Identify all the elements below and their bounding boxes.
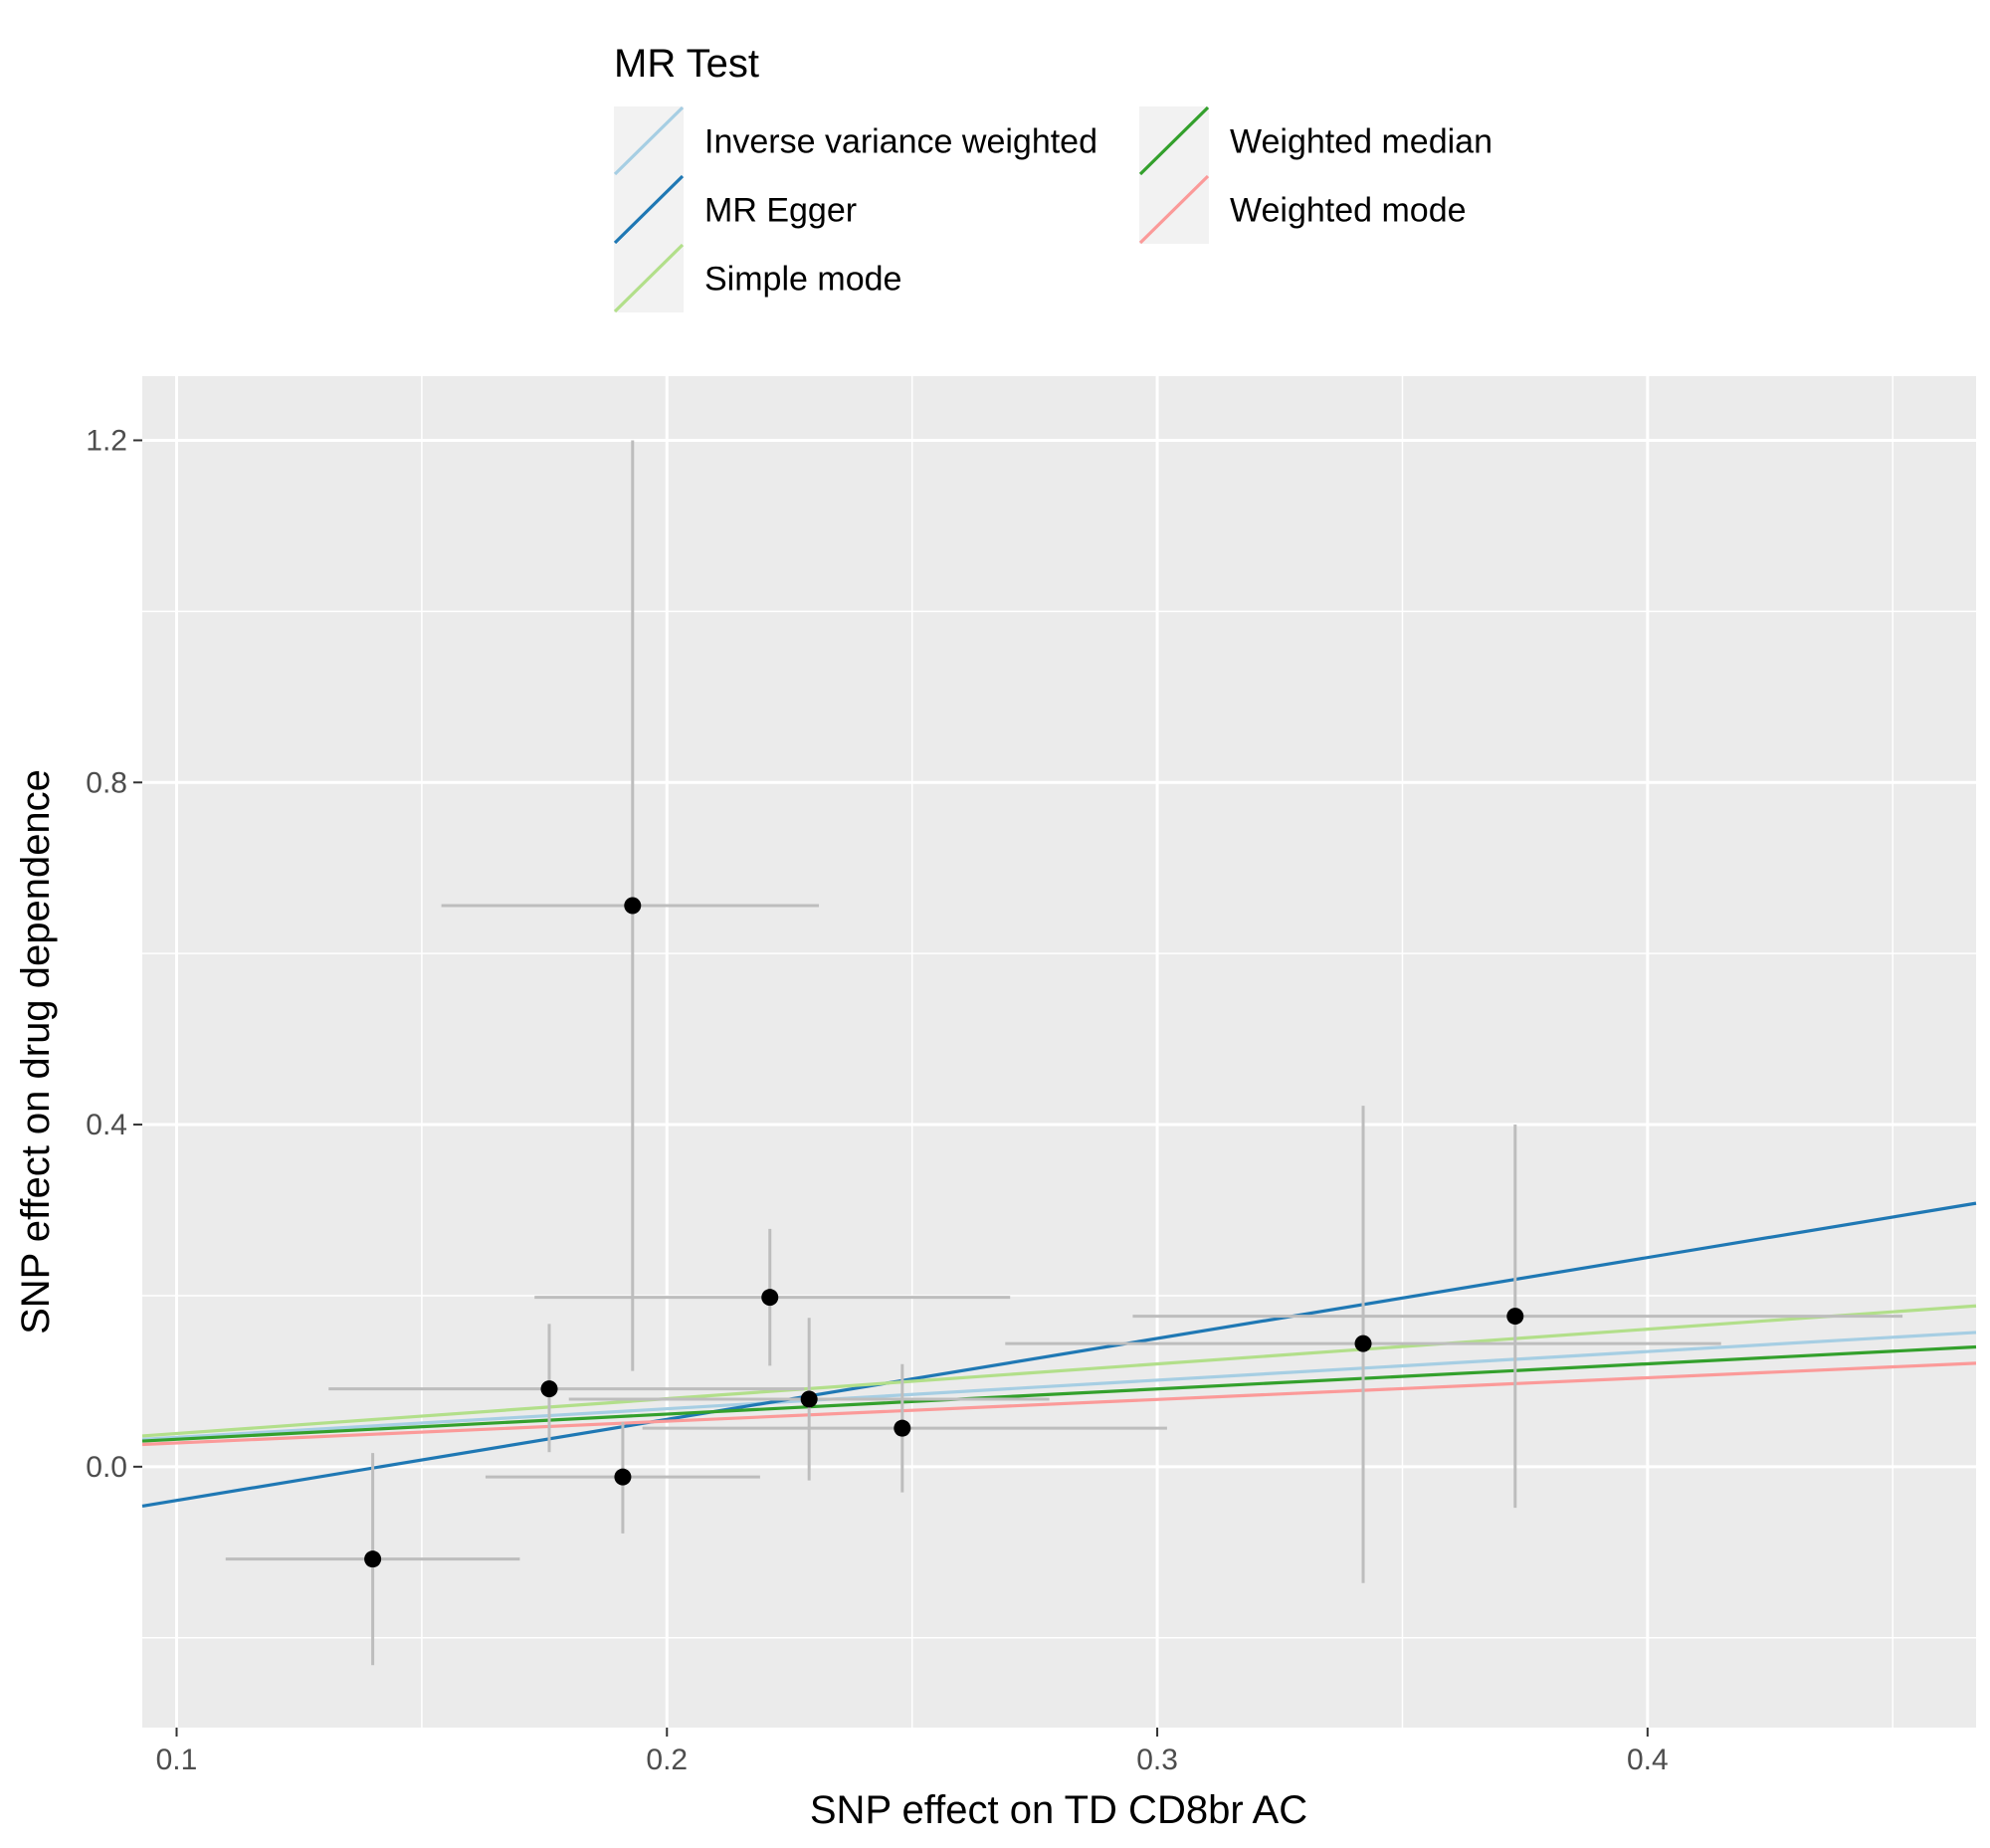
y-axis-title: SNP effect on drug dependence	[14, 769, 58, 1335]
x-tick-label: 0.1	[156, 1744, 198, 1776]
data-point	[800, 1390, 818, 1408]
legend: MR Test Inverse variance weighted MR Egge…	[613, 42, 1492, 313]
legend-key-weighted-median	[1138, 105, 1210, 176]
legend-title: MR Test	[614, 42, 759, 86]
y-tick-label: 0.4	[86, 1109, 127, 1141]
fit-line-weighted-mode	[141, 1361, 1977, 1447]
plot-panel	[141, 376, 1977, 1728]
data-point	[614, 1468, 632, 1486]
data-point	[364, 1550, 382, 1568]
data-point	[1354, 1335, 1372, 1352]
panel-background	[142, 376, 1976, 1728]
legend-key-mr-egger	[613, 174, 685, 245]
legend-key-simple-mode	[613, 243, 685, 313]
legend-key-weighted-mode	[1138, 174, 1210, 245]
data-point	[761, 1289, 779, 1307]
legend-label-weighted-median: Weighted median	[1230, 123, 1492, 161]
y-tick-label: 0.0	[86, 1451, 127, 1484]
legend-label-mr-egger: MR Egger	[704, 192, 857, 230]
fit-line-inverse-variance-weighted	[141, 1331, 1977, 1441]
data-point	[1506, 1308, 1524, 1326]
x-tick-label: 0.2	[646, 1744, 688, 1776]
legend-label-simple-mode: Simple mode	[704, 261, 901, 299]
data-point	[624, 897, 642, 915]
legend-label-inverse-variance-weighted: Inverse variance weighted	[704, 123, 1097, 161]
fit-line-weighted-median	[141, 1344, 1977, 1443]
y-tick-label: 0.8	[86, 766, 127, 799]
x-tick-label: 0.3	[1136, 1744, 1178, 1776]
fit-line-mr-egger	[141, 1201, 1977, 1508]
legend-key-inverse-variance-weighted	[613, 105, 685, 176]
data-point	[894, 1419, 911, 1437]
data-point	[540, 1380, 558, 1398]
x-axis-title: SNP effect on TD CD8br AC	[810, 1788, 1307, 1832]
y-tick-label: 1.2	[86, 424, 127, 457]
fit-line-simple-mode	[141, 1304, 1977, 1438]
legend-label-weighted-mode: Weighted mode	[1230, 192, 1467, 230]
x-tick-label: 0.4	[1627, 1744, 1669, 1776]
